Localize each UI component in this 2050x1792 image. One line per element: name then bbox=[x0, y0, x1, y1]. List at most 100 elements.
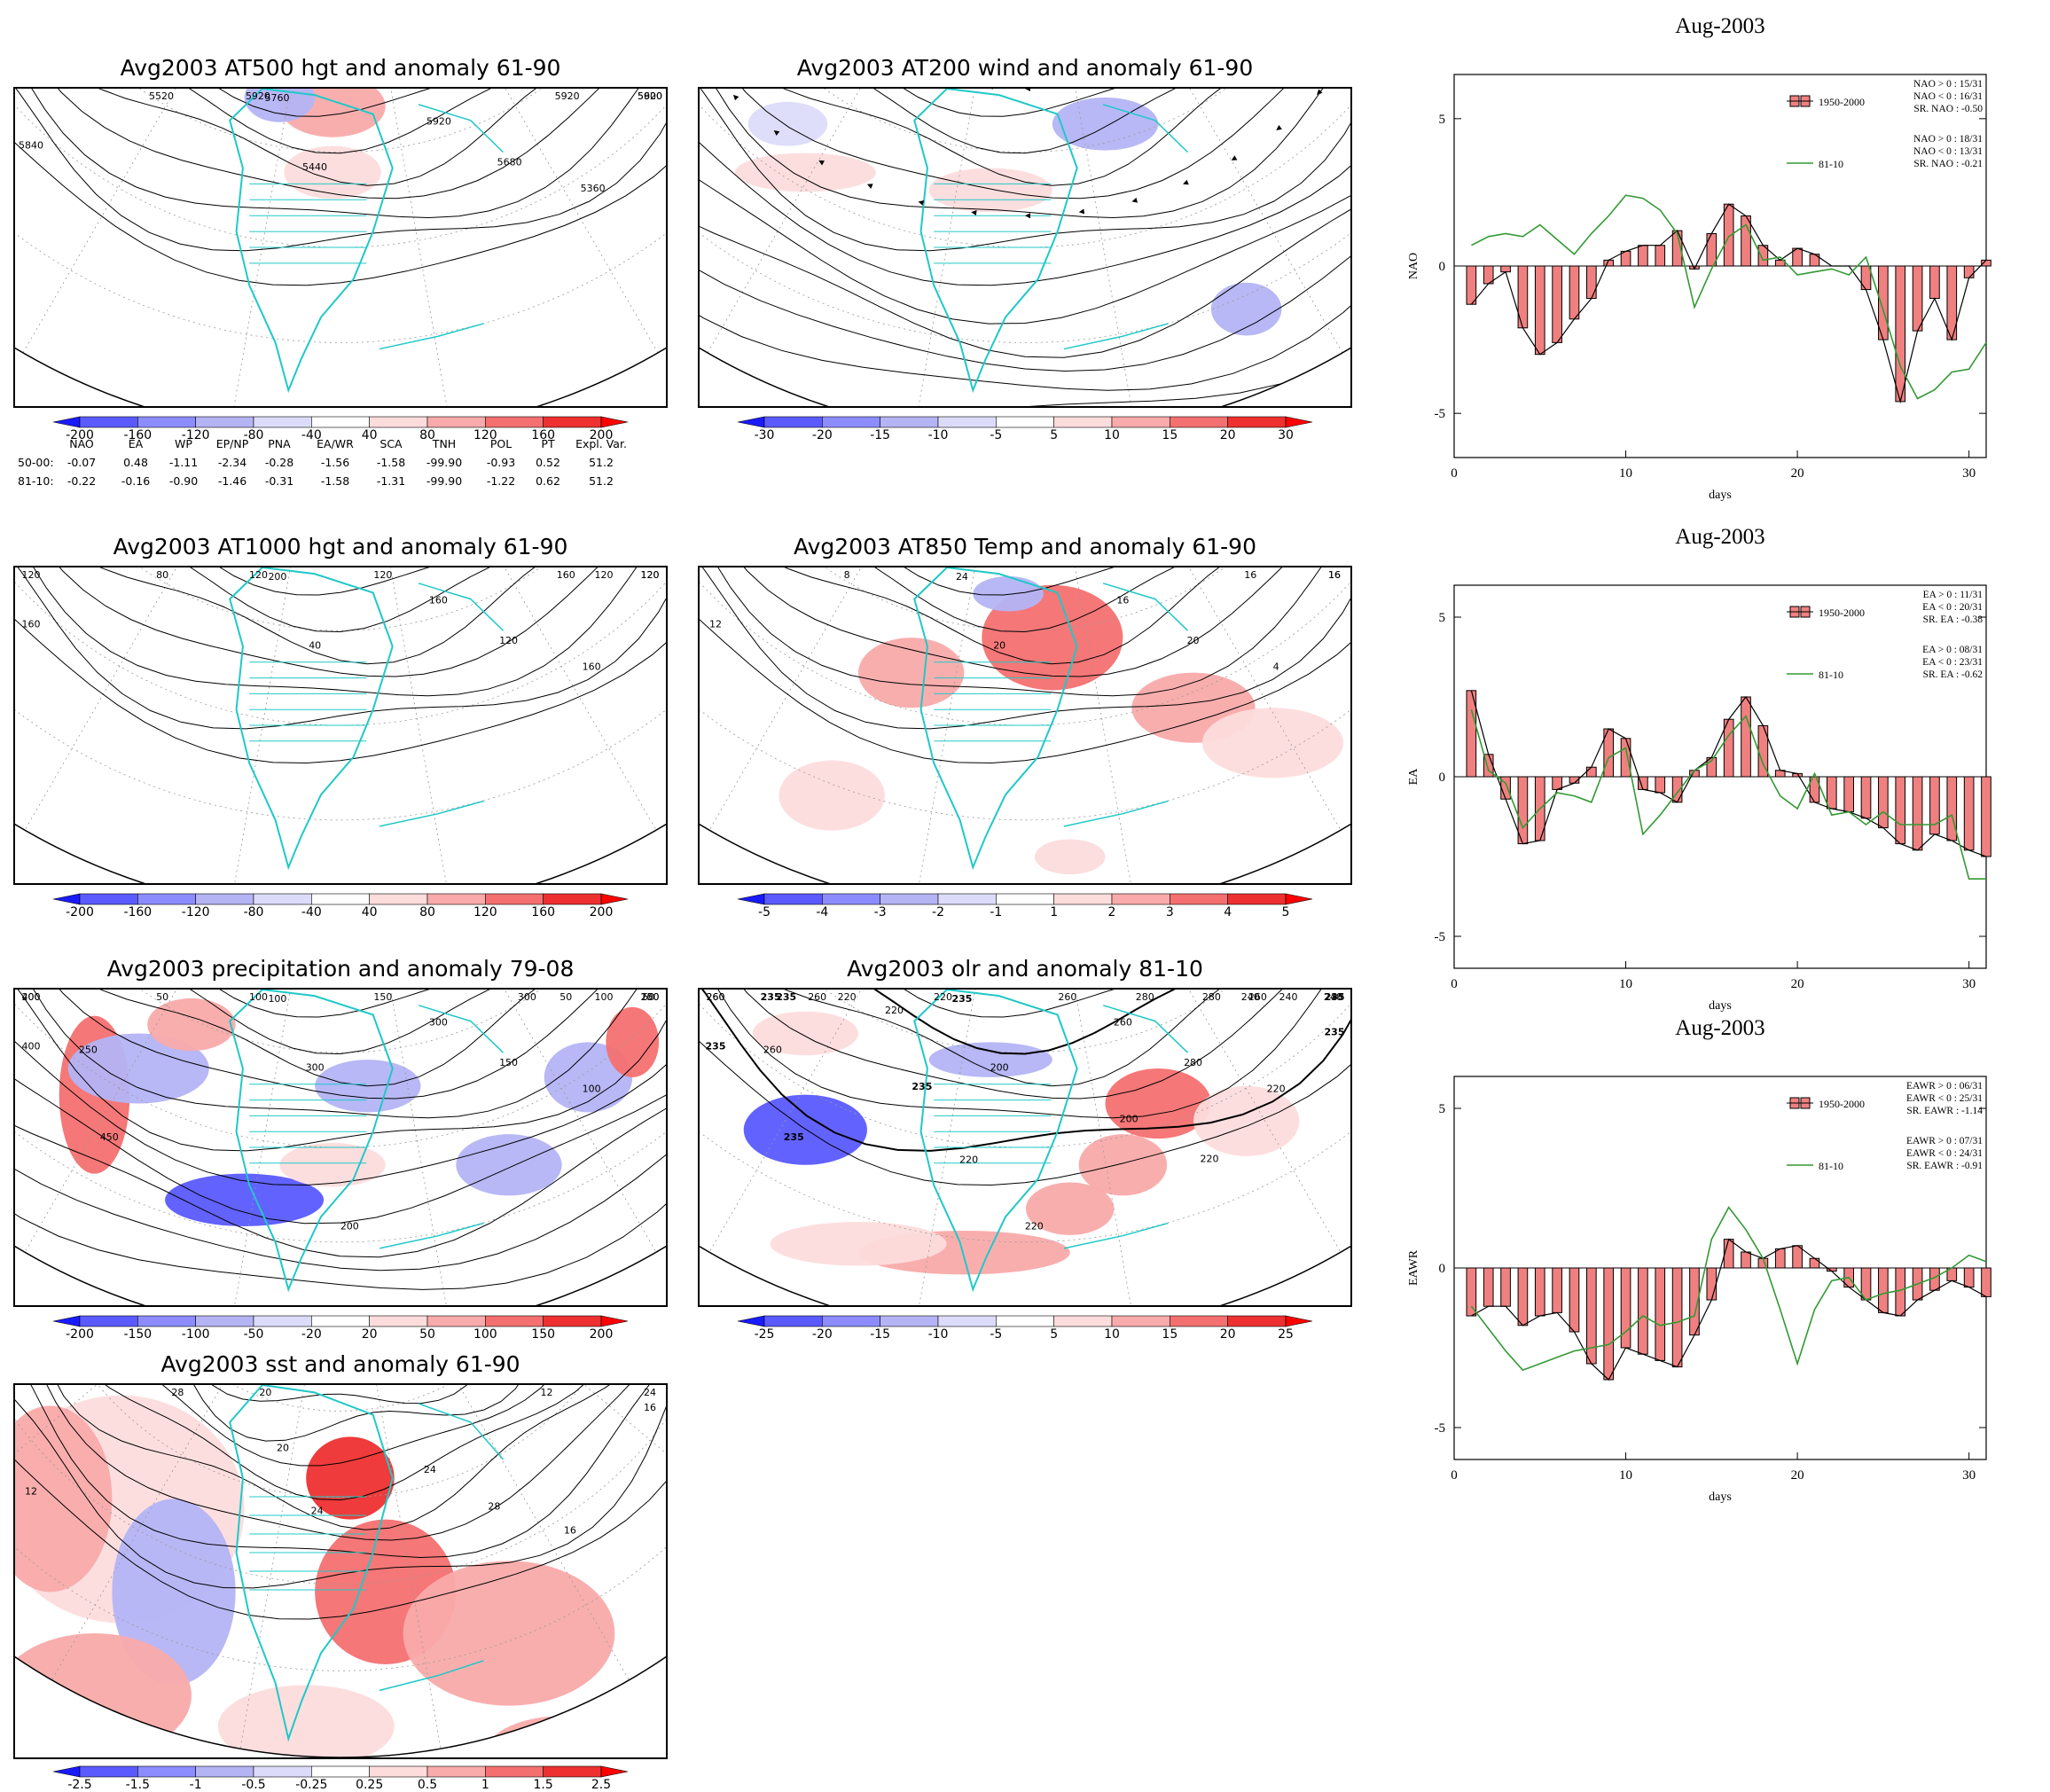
bar bbox=[1604, 1268, 1614, 1380]
colorbar-tick-label: -40 bbox=[301, 905, 322, 919]
map-title-z1000: Avg2003 AT1000 hgt and anomaly 61-90 bbox=[13, 534, 668, 560]
bar bbox=[1707, 233, 1717, 266]
colorbar-tick-label: -3 bbox=[874, 905, 887, 919]
teleconnection-value: 0.52 bbox=[536, 456, 560, 469]
teleconnection-header: TNH bbox=[433, 437, 456, 450]
bar bbox=[1741, 697, 1751, 777]
bar bbox=[1741, 216, 1751, 266]
bar bbox=[1655, 246, 1665, 266]
bar bbox=[1621, 1268, 1631, 1348]
contour-label: 120 bbox=[641, 569, 660, 581]
bar bbox=[1982, 1268, 1991, 1296]
bar bbox=[1569, 266, 1579, 319]
contour-label: 160 bbox=[22, 618, 41, 630]
colorbar-tick-label: 0.25 bbox=[356, 1778, 383, 1792]
contour-label: 220 bbox=[934, 991, 952, 1003]
colorbar-tick-label: 100 bbox=[473, 1327, 497, 1342]
contour-label: 120 bbox=[595, 569, 614, 581]
teleconnection-value: -0.31 bbox=[265, 474, 293, 488]
teleconnection-value: -1.22 bbox=[487, 474, 515, 488]
contour-label: 235 bbox=[784, 1131, 804, 1143]
colorbar-tick-label: 10 bbox=[1104, 1327, 1120, 1342]
bar bbox=[1467, 266, 1476, 304]
bar bbox=[1553, 266, 1562, 342]
contour-label: 200 bbox=[268, 571, 286, 583]
contour-label: 300 bbox=[429, 1016, 448, 1028]
contour-label: 16 bbox=[644, 1402, 656, 1413]
colorbar-tick-label: -2.5 bbox=[67, 1778, 91, 1792]
contour-label: 50 bbox=[559, 991, 572, 1003]
x-tick-label: 10 bbox=[1619, 977, 1632, 991]
contour-label: 40 bbox=[309, 640, 321, 652]
contour-label: 160 bbox=[429, 594, 448, 606]
colorbar-tick-label: 40 bbox=[362, 428, 378, 442]
colorbar-tick-label: -10 bbox=[928, 1327, 949, 1342]
colorbar-tick-label: -5 bbox=[758, 905, 771, 919]
bar bbox=[1879, 777, 1889, 828]
contour-label: 200 bbox=[990, 1062, 1009, 1074]
colorbar-tick-label: -20 bbox=[301, 1327, 322, 1342]
x-tick-label: 10 bbox=[1619, 1468, 1632, 1483]
colorbar-tick-label: 1 bbox=[1050, 905, 1058, 919]
teleconnection-value: -99.90 bbox=[426, 456, 462, 469]
contour-label: 100 bbox=[595, 991, 614, 1003]
stats-text: EA > 0 : 08/31 bbox=[1922, 645, 1983, 655]
contour-label: 280 bbox=[1136, 991, 1154, 1003]
teleconnection-header: POL bbox=[490, 437, 512, 450]
contour-label: 120 bbox=[249, 569, 268, 581]
contour-label: 235 bbox=[1325, 1027, 1345, 1038]
contour-label: 100 bbox=[583, 1084, 601, 1095]
stats-text: SR. NAO : -0.21 bbox=[1913, 159, 1983, 169]
teleconnection-value: 0.48 bbox=[123, 456, 148, 469]
colorbar-tick-label: -160 bbox=[123, 905, 152, 919]
contour-label: 12 bbox=[25, 1485, 37, 1497]
y-tick-label: 5 bbox=[1439, 113, 1446, 127]
teleconnection-header: SCA bbox=[379, 437, 402, 450]
teleconnection-value: -0.22 bbox=[67, 474, 96, 488]
contour-label: 5920 bbox=[246, 90, 270, 102]
bar bbox=[1587, 1268, 1597, 1364]
contour-label: 16 bbox=[1244, 569, 1256, 581]
stats-text: NAO < 0 : 13/31 bbox=[1913, 146, 1983, 157]
teleconnection-header: PT bbox=[541, 437, 554, 450]
contour-label: 12 bbox=[540, 1387, 552, 1398]
bar bbox=[1655, 1268, 1665, 1360]
y-tick-label: 5 bbox=[1439, 1102, 1446, 1116]
teleconnection-header: PNA bbox=[268, 437, 290, 450]
bar bbox=[1501, 1268, 1511, 1306]
legend-label: 81-10 bbox=[1819, 158, 1843, 170]
contour-label: 220 bbox=[838, 991, 857, 1003]
y-axis-label: EA bbox=[1407, 768, 1420, 786]
x-tick-label: 20 bbox=[1791, 977, 1804, 991]
teleconnection-value: -0.90 bbox=[169, 474, 198, 488]
series-line-81-10 bbox=[1471, 1208, 1986, 1371]
colorbar-tick-label: 15 bbox=[1162, 428, 1178, 442]
teleconnection-value: -99.90 bbox=[426, 474, 462, 488]
x-tick-label: 0 bbox=[1451, 466, 1458, 481]
bar bbox=[1913, 777, 1922, 850]
teleconnection-value: -0.93 bbox=[487, 456, 515, 469]
series-line-81-10 bbox=[1471, 709, 1986, 879]
colorbar-tick-label: -1 bbox=[990, 905, 1002, 919]
bar bbox=[1844, 777, 1854, 812]
bar bbox=[1982, 777, 1991, 857]
contour-label: 450 bbox=[100, 1131, 119, 1143]
contour-label: 400 bbox=[22, 991, 41, 1003]
contour-label: 5360 bbox=[581, 183, 606, 194]
colorbar-tick-label: -1 bbox=[190, 1778, 202, 1792]
contour-label: 240 bbox=[1324, 991, 1342, 1003]
colorbar-tick-label: 4 bbox=[1224, 905, 1232, 919]
contour-label: 250 bbox=[79, 1044, 98, 1055]
colorbar-tick-label: -4 bbox=[816, 905, 828, 919]
colorbar-tick-label: -10 bbox=[928, 428, 949, 442]
colorbar-tick-label: 80 bbox=[419, 905, 435, 919]
map-title-olr: Avg2003 olr and anomaly 81-10 bbox=[698, 956, 1352, 982]
contour-label: 28 bbox=[488, 1501, 500, 1513]
colorbar-tick-label: 0.5 bbox=[418, 1778, 437, 1792]
stats-text: SR. EAWR : -0.91 bbox=[1906, 1161, 1983, 1171]
colorbar-tick-label: 120 bbox=[473, 905, 497, 919]
contour-label: 8 bbox=[844, 569, 850, 581]
contour-label: 20 bbox=[993, 640, 1005, 652]
